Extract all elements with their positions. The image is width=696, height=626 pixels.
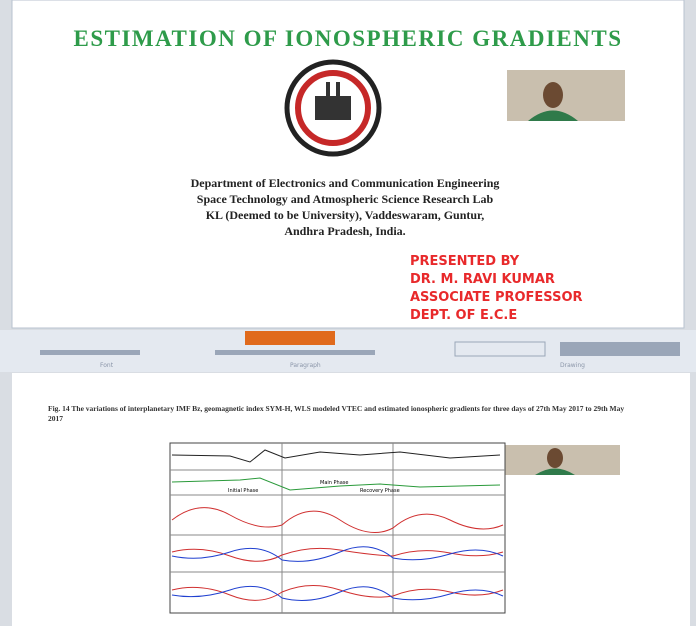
figure-caption: Fig. 14 The variations of interplanetary… bbox=[48, 404, 625, 423]
department-line: Department of Electronics and Communicat… bbox=[190, 176, 500, 190]
ribbon-icons bbox=[40, 341, 680, 357]
slide-title: ESTIMATION OF IONOSPHERIC GRADIENTS bbox=[73, 26, 623, 51]
webcam bbox=[505, 445, 620, 475]
logo bbox=[284, 59, 382, 157]
figure bbox=[169, 442, 506, 614]
department-line: Andhra Pradesh, India. bbox=[284, 224, 406, 238]
presenter-line: PRESENTED BY bbox=[410, 254, 520, 269]
presenter-line: ASSOCIATE PROFESSOR bbox=[410, 290, 583, 305]
ribbon-group-label: Font bbox=[100, 362, 114, 369]
department-line: Space Technology and Atmospheric Science… bbox=[196, 192, 494, 206]
department-line: KL (Deemed to be University), Vaddeswara… bbox=[205, 208, 485, 222]
ribbon-group-label: Drawing bbox=[560, 362, 585, 369]
phase-label: Main Phase bbox=[320, 480, 349, 486]
slide-top bbox=[11, 0, 685, 329]
slide-bottom bbox=[12, 373, 690, 626]
ribbon-group-label: Paragraph bbox=[290, 362, 321, 369]
presenter-line: DEPT. OF E.C.E bbox=[410, 308, 518, 323]
ribbon-tab bbox=[245, 331, 335, 345]
presenter-line: DR. M. RAVI KUMAR bbox=[410, 272, 555, 287]
phase-label: Initial Phase bbox=[228, 488, 259, 494]
webcam bbox=[507, 70, 625, 121]
phase-label: Recovery Phase bbox=[360, 488, 400, 494]
